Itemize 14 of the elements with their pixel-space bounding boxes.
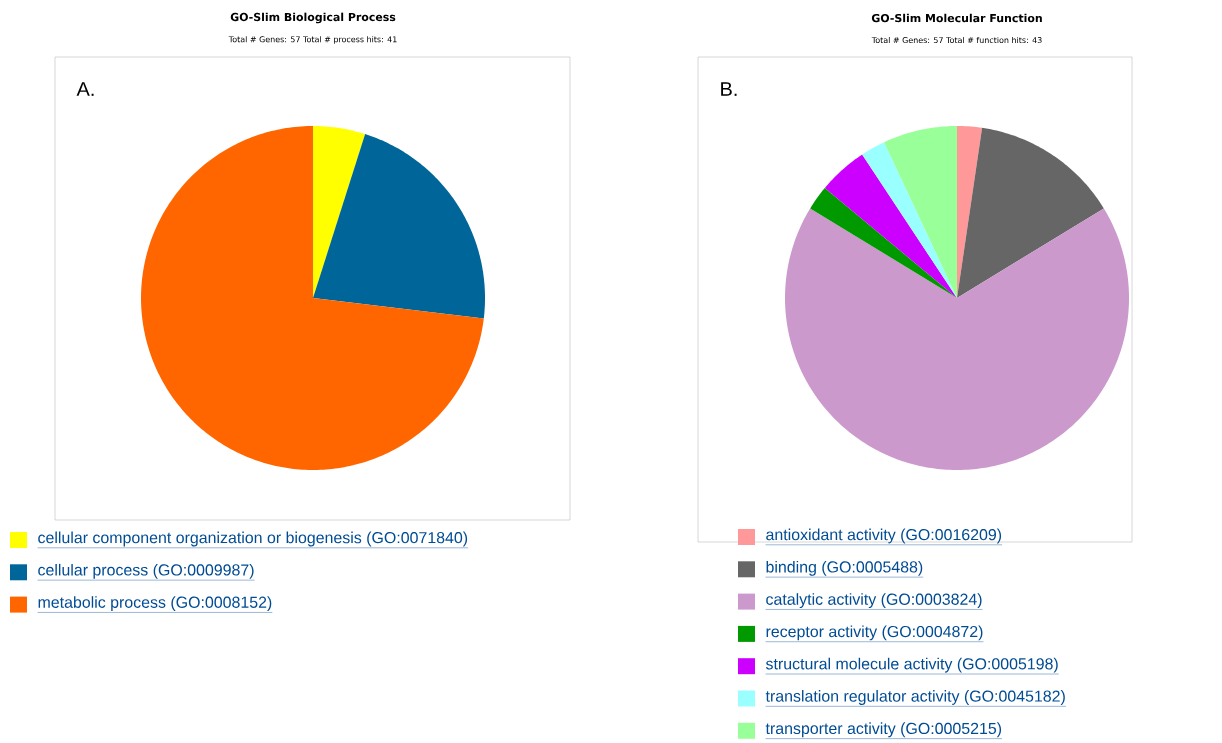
legend-label: receptor activity (GO:0004872) — [766, 625, 983, 641]
legend-label: antioxidant activity (GO:0016209) — [766, 528, 1002, 544]
legend-label: binding (GO:0005488) — [766, 561, 923, 576]
chart-title: GO-Slim Molecular Function — [871, 14, 1042, 23]
legend-label: cellular process (GO:0009987) — [38, 564, 254, 579]
legend-label: catalytic activity (GO:0003824) — [766, 593, 982, 609]
text: B. — [721, 82, 737, 97]
chart-title: GO-Slim Biological Process — [230, 12, 396, 24]
legend-label: metabolic process (GO:0008152) — [38, 596, 272, 612]
legend-label: structural molecule activity (GO:0005198) — [765, 658, 1058, 673]
text: A. — [76, 82, 94, 97]
legend-label: cellular component organization or biogenesis (GO:0071840) — [38, 531, 468, 547]
legend-label: translation regulator activity (GO:0045182) — [765, 690, 1065, 706]
legend-label: transporter activity (GO:0005215) — [765, 722, 1002, 738]
